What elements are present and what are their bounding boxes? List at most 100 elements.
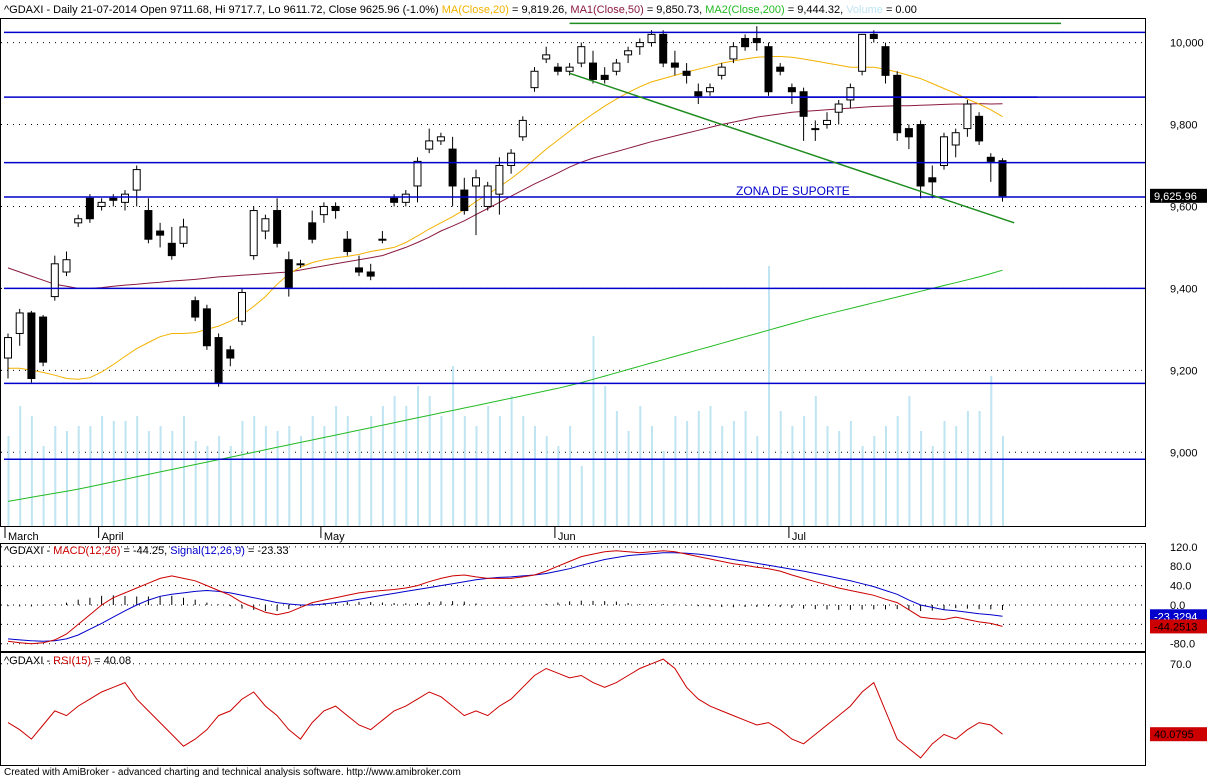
volume-bar xyxy=(849,421,852,526)
candle-body xyxy=(904,128,913,138)
volume-bar xyxy=(756,436,759,526)
candle-body xyxy=(39,316,48,363)
month-label-1: April xyxy=(102,531,124,543)
candle-body xyxy=(635,42,644,48)
macd-tick-label-3: 0.0 xyxy=(1170,600,1185,612)
candle-body xyxy=(214,337,223,384)
candle-body xyxy=(238,291,246,322)
header-segment: = 9,819.26, xyxy=(509,4,570,16)
candle-body xyxy=(202,308,211,347)
candle-body xyxy=(85,197,94,220)
zona-de-suporte-label: ZONA DE SUPORTE xyxy=(736,184,850,198)
volume-bar xyxy=(206,446,209,526)
candle-body xyxy=(799,91,808,117)
header-segment: = 9,850.73, xyxy=(644,4,705,16)
candle-body xyxy=(343,238,352,253)
volume-bar xyxy=(779,411,782,526)
candle-body xyxy=(811,128,820,131)
volume-bar xyxy=(428,396,431,526)
volume-bar xyxy=(732,421,735,526)
volume-bar xyxy=(253,416,256,526)
header-segment: MA2(Close,200) xyxy=(705,4,784,16)
candle-body xyxy=(156,230,165,236)
volume-bar xyxy=(370,416,373,526)
volume-bar xyxy=(335,406,338,526)
header-segment: ^GDAXI - Daily 21-07-2014 Open 9711.68, … xyxy=(4,4,442,16)
candle-body xyxy=(928,177,937,183)
volume-bar xyxy=(112,421,115,526)
rsi-title: ^GDAXI - RSI(15) = 40.08 xyxy=(4,655,131,667)
last-price-tag: 9,625.96 xyxy=(1154,191,1197,203)
candle-body xyxy=(284,259,293,289)
candle-body xyxy=(401,193,410,203)
candle-body xyxy=(846,87,855,101)
candle-body xyxy=(425,140,434,150)
macd-frame xyxy=(0,543,1146,652)
volume-bar xyxy=(803,416,806,526)
candle-body xyxy=(612,62,621,72)
candle-body xyxy=(893,74,902,134)
candle-body xyxy=(741,37,750,48)
candle-body xyxy=(916,124,925,187)
candle-body xyxy=(787,87,796,93)
candle-body xyxy=(366,271,375,277)
candle-body xyxy=(682,70,691,76)
volume-bar xyxy=(124,421,127,526)
volume-bar xyxy=(651,426,653,526)
volume-bar xyxy=(686,421,689,526)
volume-bar xyxy=(838,431,841,526)
volume-bar xyxy=(417,386,419,526)
volume-bar xyxy=(136,416,139,526)
volume-bar xyxy=(276,431,279,526)
volume-bar xyxy=(229,446,232,526)
volume-bar xyxy=(346,416,349,526)
rsi-frame xyxy=(0,652,1146,766)
volume-bar xyxy=(66,431,68,526)
volume-bar xyxy=(7,436,10,526)
candle-body xyxy=(659,33,668,64)
volume-bar xyxy=(826,426,829,526)
candle-body xyxy=(483,185,492,207)
price-tick-label-0: 10,000 xyxy=(1170,38,1204,50)
volume-bar xyxy=(674,416,677,526)
volume-bar xyxy=(487,406,490,526)
volume-bar xyxy=(662,451,665,526)
candle-body xyxy=(706,87,714,93)
volume-bar xyxy=(978,411,981,526)
volume-bar xyxy=(709,406,712,526)
rsi-line xyxy=(7,658,1003,759)
volume-bar xyxy=(452,366,455,526)
volume-bar xyxy=(1002,436,1004,526)
macd-tick-label-5: -80.0 xyxy=(1170,639,1195,651)
candle-body xyxy=(27,312,36,380)
candle-body xyxy=(319,205,328,216)
ma20-line xyxy=(8,56,1003,380)
volume-bar xyxy=(908,396,911,526)
volume-bar xyxy=(393,396,396,526)
volume-bar xyxy=(592,336,595,526)
candle-body xyxy=(823,119,831,126)
volume-bar xyxy=(183,416,185,526)
volume-bar xyxy=(241,421,244,526)
volume-bar xyxy=(931,446,934,526)
volume-bar xyxy=(311,416,314,526)
candle-body xyxy=(226,349,235,359)
candle-body xyxy=(764,46,773,93)
volume-bar xyxy=(604,386,607,526)
rsi-last-tag-bg xyxy=(1150,727,1207,742)
header-segment: MA1(Close,50) xyxy=(570,4,643,16)
signal-line xyxy=(7,552,1003,642)
volume-bar xyxy=(194,441,197,526)
candle-body xyxy=(986,156,995,162)
candle-body xyxy=(694,91,703,97)
volume-bar xyxy=(885,426,887,526)
volume-bar xyxy=(440,416,443,526)
header-segment: Volume xyxy=(846,4,883,16)
candle-body xyxy=(296,263,305,266)
candle-body xyxy=(589,62,597,80)
macd-last-tag-bg xyxy=(1150,619,1207,634)
volume-bar xyxy=(77,426,80,526)
volume-bar xyxy=(721,426,724,526)
price-pane: 10,000 9,800 9,600 9,400 9,200 9,000 ZONA DE S… xyxy=(0,4,1207,543)
